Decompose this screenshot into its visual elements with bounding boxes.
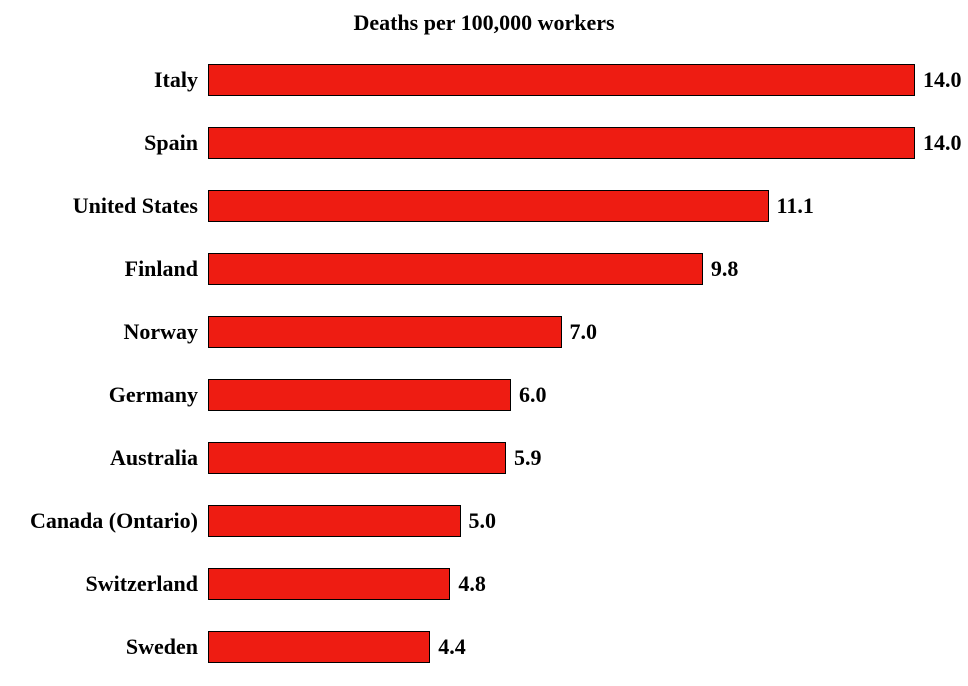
bar-track: 11.1 bbox=[208, 190, 968, 222]
bar-row: Australia 5.9 bbox=[8, 426, 968, 489]
bar-label: Canada (Ontario) bbox=[8, 508, 208, 534]
bar-label: Switzerland bbox=[8, 571, 208, 597]
chart-title: Deaths per 100,000 workers bbox=[0, 10, 968, 36]
chart-bar bbox=[208, 127, 915, 159]
bar-value: 9.8 bbox=[711, 256, 739, 282]
bar-row: Norway 7.0 bbox=[8, 300, 968, 363]
bar-value: 5.9 bbox=[514, 445, 542, 471]
bar-label: Australia bbox=[8, 445, 208, 471]
chart-bar bbox=[208, 379, 511, 411]
bar-track: 5.9 bbox=[208, 442, 968, 474]
bar-track: 14.0 bbox=[208, 127, 968, 159]
bar-value: 7.0 bbox=[570, 319, 598, 345]
bar-row: Italy 14.0 bbox=[8, 48, 968, 111]
bar-row: Spain 14.0 bbox=[8, 111, 968, 174]
bar-row: Germany 6.0 bbox=[8, 363, 968, 426]
chart-bar bbox=[208, 64, 915, 96]
bar-row: United States 11.1 bbox=[8, 174, 968, 237]
chart-bars-area: Italy 14.0 Spain 14.0 United States 11.1 Finla… bbox=[0, 48, 968, 678]
bar-label: Italy bbox=[8, 67, 208, 93]
deaths-per-worker-chart: Deaths per 100,000 workers Italy14.0Spai… bbox=[0, 10, 968, 676]
bar-track: 6.0 bbox=[208, 379, 968, 411]
bar-track: 7.0 bbox=[208, 316, 968, 348]
bar-row: Canada (Ontario) 5.0 bbox=[8, 489, 968, 552]
bar-row: Switzerland 4.8 bbox=[8, 552, 968, 615]
bar-row: Finland 9.8 bbox=[8, 237, 968, 300]
bar-value: 4.4 bbox=[438, 634, 466, 660]
bar-track: 14.0 bbox=[208, 64, 968, 96]
bar-label: Finland bbox=[8, 256, 208, 282]
bar-track: 4.4 bbox=[208, 631, 968, 663]
bar-label: Spain bbox=[8, 130, 208, 156]
bar-label: Germany bbox=[8, 382, 208, 408]
bar-value: 14.0 bbox=[923, 130, 962, 156]
bar-label: Sweden bbox=[8, 634, 208, 660]
bar-row: Sweden 4.4 bbox=[8, 615, 968, 678]
bar-value: 4.8 bbox=[458, 571, 486, 597]
bar-value: 5.0 bbox=[469, 508, 497, 534]
bar-label: United States bbox=[8, 193, 208, 219]
bar-value: 14.0 bbox=[923, 67, 962, 93]
bar-track: 5.0 bbox=[208, 505, 968, 537]
chart-bar bbox=[208, 505, 461, 537]
bar-label: Norway bbox=[8, 319, 208, 345]
chart-bar bbox=[208, 568, 450, 600]
chart-bar bbox=[208, 190, 769, 222]
bar-value: 6.0 bbox=[519, 382, 547, 408]
chart-bar bbox=[208, 253, 703, 285]
chart-bar bbox=[208, 316, 562, 348]
bar-value: 11.1 bbox=[777, 193, 814, 219]
bar-track: 9.8 bbox=[208, 253, 968, 285]
chart-bar bbox=[208, 631, 430, 663]
bar-track: 4.8 bbox=[208, 568, 968, 600]
chart-bar bbox=[208, 442, 506, 474]
